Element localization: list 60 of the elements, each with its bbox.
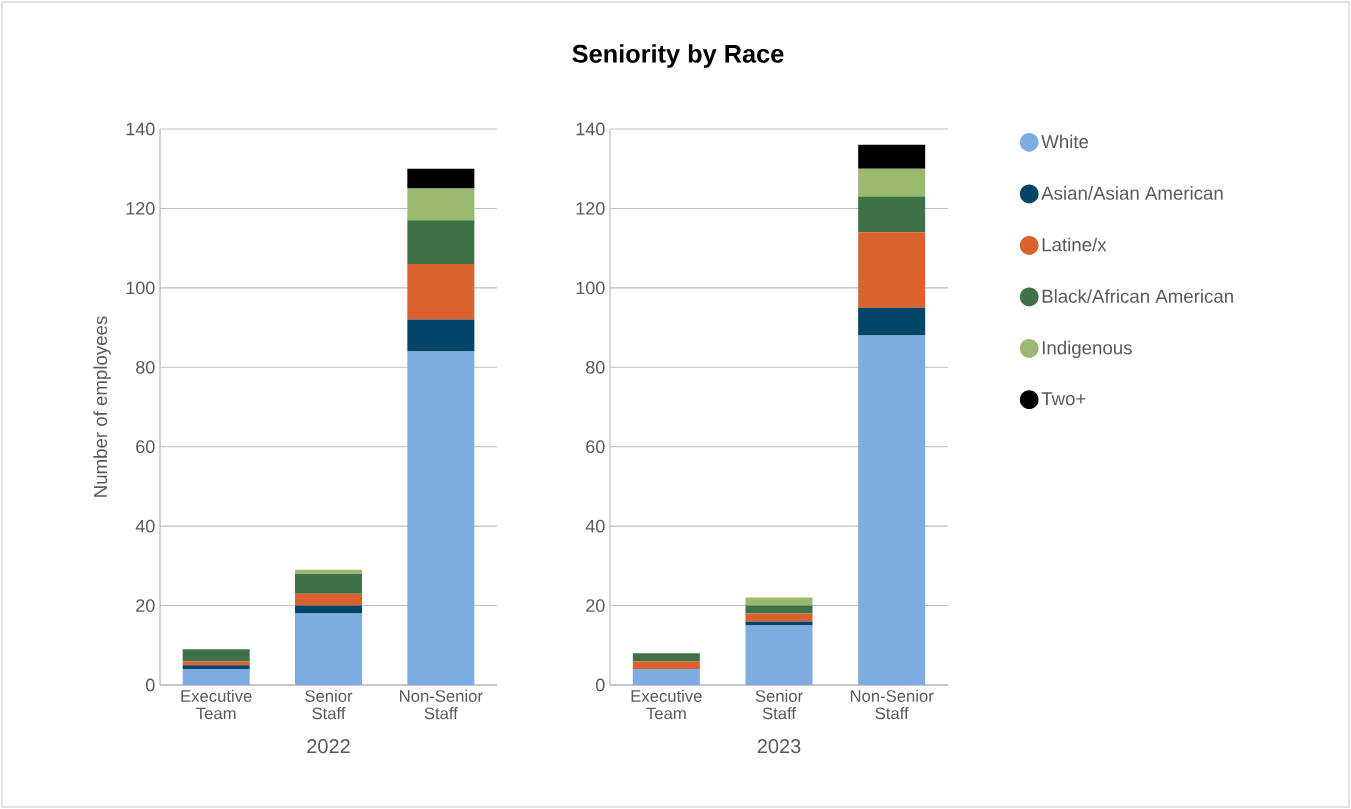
legend-label: Asian/Asian American	[1041, 186, 1223, 200]
y-tick-label: 60	[136, 440, 155, 454]
bar	[407, 319, 475, 352]
y-tick-label: 100	[126, 281, 155, 295]
y-tick-label: 60	[586, 440, 605, 454]
legend-label: Black/African American	[1042, 289, 1233, 303]
bar	[858, 168, 926, 197]
bar	[858, 144, 926, 169]
bar	[407, 351, 475, 685]
bar	[295, 569, 363, 574]
y-axis-title: Number of employees	[93, 316, 111, 497]
bar	[182, 649, 250, 662]
bar	[295, 593, 363, 606]
bar	[632, 653, 700, 662]
bar	[858, 307, 926, 336]
x-tick-label: Non-Senior Staff	[400, 689, 483, 720]
x-axis-title: 2023	[757, 739, 801, 754]
bar	[858, 196, 926, 233]
y-tick-label: 20	[586, 599, 605, 612]
bar	[295, 605, 363, 614]
bar	[745, 621, 813, 626]
legend-label: White	[1041, 134, 1089, 149]
bar	[182, 665, 250, 670]
y-tick-label: 0	[146, 678, 155, 692]
legend-label: Two+	[1041, 392, 1086, 406]
y-tick-label: 40	[135, 519, 155, 533]
x-axis-title: 2022	[307, 739, 350, 754]
bar	[745, 605, 813, 614]
bar	[295, 573, 363, 594]
legend-label: Indigenous	[1042, 340, 1132, 359]
bar	[407, 220, 475, 265]
y-tick-label: 120	[576, 202, 605, 215]
y-tick-label: 140	[126, 122, 155, 136]
y-tick-label: 0	[596, 678, 605, 692]
bar	[295, 613, 363, 685]
bar	[745, 597, 813, 606]
x-tick-label: Executive Team	[631, 689, 702, 720]
y-tick-label: 140	[576, 122, 605, 136]
y-tick-label: 100	[576, 281, 605, 295]
y-tick-label: 40	[585, 519, 605, 533]
bar	[858, 335, 926, 685]
bar	[632, 661, 700, 670]
x-tick-label: Senior Staff	[305, 689, 353, 720]
bar	[858, 232, 926, 308]
bar	[182, 669, 250, 685]
y-tick-label: 20	[136, 599, 155, 612]
bar	[745, 625, 813, 685]
bar	[632, 669, 700, 685]
x-tick-label: Non-Senior Staff	[850, 689, 934, 720]
y-tick-label: 80	[136, 360, 155, 374]
y-tick-label: 120	[126, 202, 155, 215]
bar	[407, 168, 475, 189]
chart-title: Seniority by Race	[572, 44, 784, 68]
bar	[407, 188, 475, 221]
bar	[182, 661, 250, 666]
y-tick-label: 80	[586, 360, 605, 374]
bar	[407, 264, 475, 320]
legend-label: Latine/x	[1042, 237, 1107, 252]
x-tick-label: Senior Staff	[755, 689, 803, 720]
x-tick-label: Executive Team	[181, 689, 252, 720]
